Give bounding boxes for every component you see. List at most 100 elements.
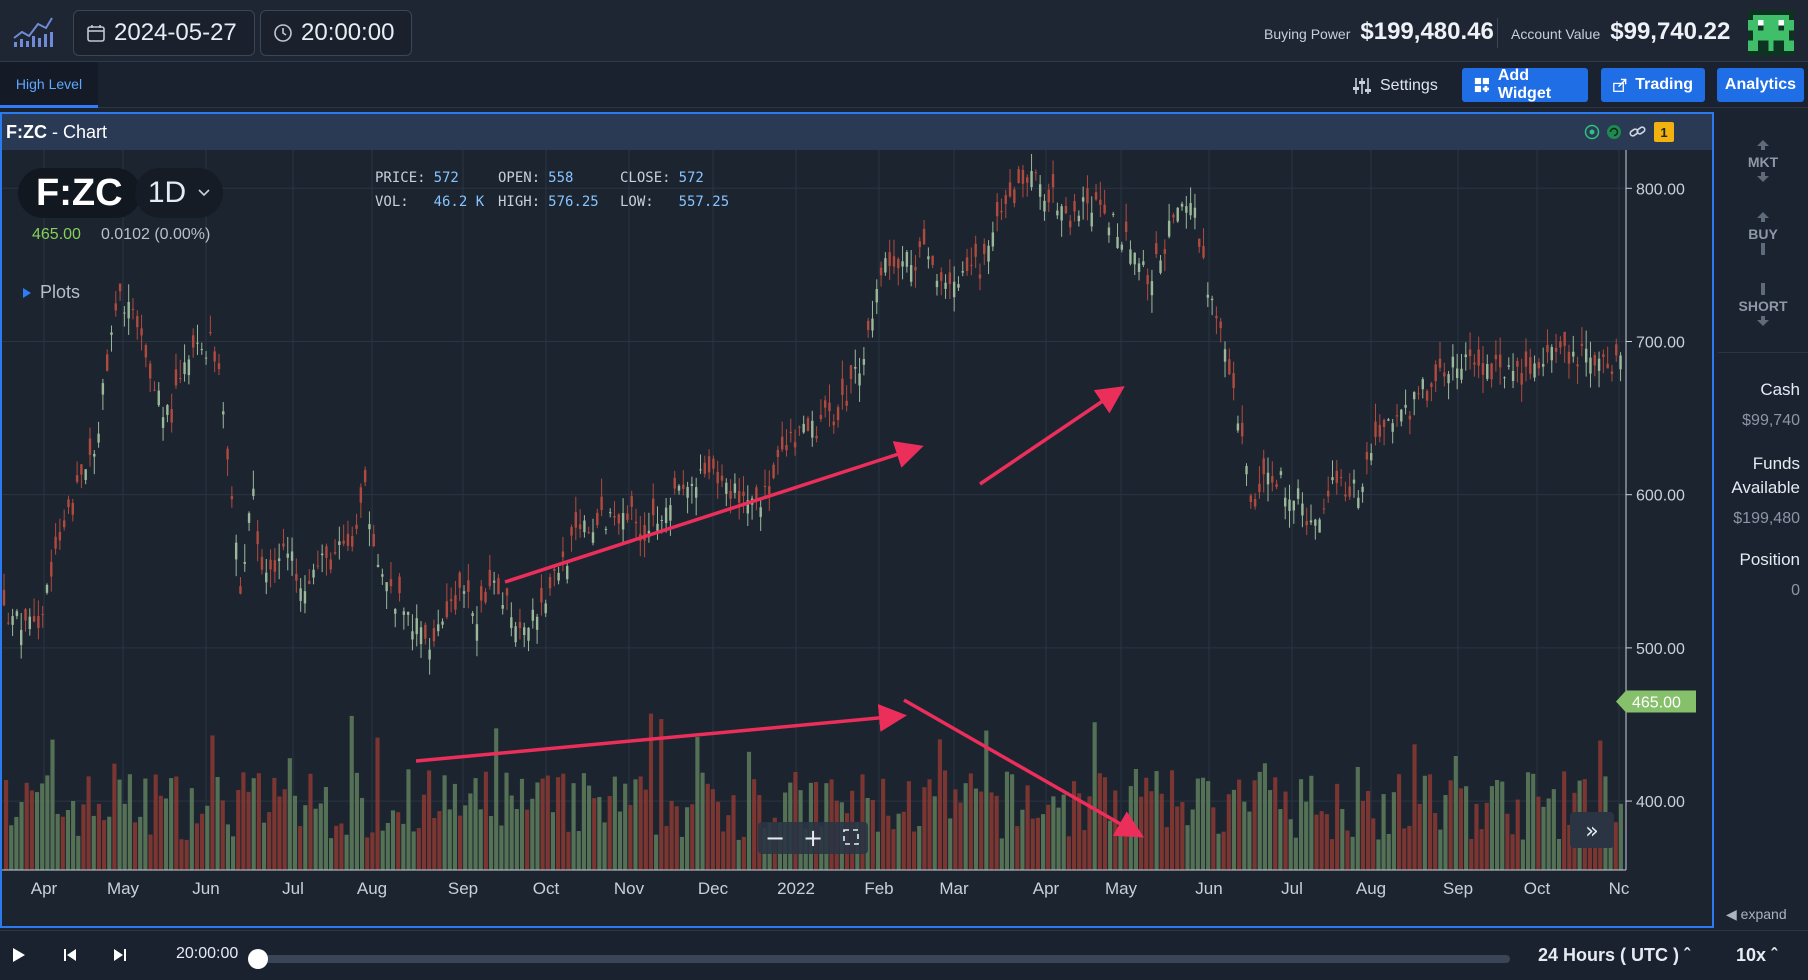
volume-bar	[55, 813, 60, 870]
candle-body	[471, 613, 474, 617]
alert-count-badge[interactable]: 1	[1654, 122, 1674, 142]
volume-bar	[447, 809, 452, 870]
chevron-down-icon	[198, 189, 210, 197]
open-label: OPEN:	[498, 170, 541, 186]
candle-body	[742, 491, 745, 497]
short-button[interactable]: SHORT	[1718, 282, 1808, 330]
volume-bar	[540, 778, 545, 870]
buy-button[interactable]: BUY	[1718, 210, 1808, 258]
volume-bar	[96, 803, 101, 870]
candle-body	[437, 624, 440, 632]
volume-bar	[411, 831, 416, 870]
candle-body	[131, 309, 135, 311]
candle-body	[759, 507, 762, 517]
speed-selector[interactable]: 10x ˆ	[1736, 945, 1777, 966]
volume-bar	[375, 737, 380, 870]
plots-label: Plots	[40, 282, 81, 302]
sync-icon[interactable]	[1606, 124, 1622, 140]
candle-body	[1232, 373, 1235, 388]
date-picker[interactable]: 2024-05-27	[73, 10, 255, 56]
candle-body	[1288, 499, 1291, 512]
candle-body	[1103, 204, 1106, 214]
candle-body	[290, 551, 294, 561]
arrow-down-icon	[1757, 172, 1769, 182]
candle-body	[1292, 500, 1296, 511]
volume-bar	[1412, 744, 1417, 870]
candle-body	[1004, 195, 1007, 205]
timezone-selector[interactable]: 24 Hours ( UTC ) ˆ	[1538, 945, 1690, 966]
candle-body	[217, 363, 221, 370]
candle-body	[1524, 351, 1528, 367]
volume-bar	[628, 804, 633, 870]
candle-body	[449, 599, 453, 602]
settings-button[interactable]: Settings	[1352, 72, 1438, 100]
volume-bar	[973, 788, 979, 870]
volume-bar	[401, 823, 406, 870]
volume-bar	[1309, 775, 1314, 870]
candle-body	[1163, 249, 1167, 254]
volume-bar	[246, 791, 251, 870]
volume-bar	[1355, 766, 1360, 870]
candle-body	[531, 609, 535, 621]
volume-bar	[1391, 792, 1396, 870]
volume-bar	[1453, 755, 1458, 870]
bar-icon	[1761, 283, 1765, 295]
step-forward-icon[interactable]	[108, 943, 132, 967]
candle-body	[1176, 207, 1179, 222]
candle-body	[776, 449, 780, 457]
analytics-button[interactable]: Analytics	[1717, 68, 1804, 102]
add-widget-button[interactable]: Add Widget	[1462, 67, 1588, 102]
zoom-in-icon[interactable]: +	[803, 824, 823, 852]
skip-back-icon[interactable]	[58, 943, 82, 967]
candle-body	[97, 433, 100, 443]
avatar[interactable]	[1748, 10, 1794, 56]
interval-selector[interactable]: 1D	[135, 168, 223, 218]
tab-high-level[interactable]: High Level	[0, 62, 98, 108]
expand-button[interactable]: ◀ expand	[1726, 906, 1787, 923]
zoom-out-icon[interactable]: −	[765, 824, 785, 852]
time-picker[interactable]: 20:00:00	[260, 10, 412, 56]
volume-bar	[91, 815, 96, 870]
volume-bar	[550, 812, 556, 870]
play-icon[interactable]	[6, 943, 30, 967]
market-order-button[interactable]: MKT	[1718, 138, 1808, 186]
volume-bar	[535, 782, 540, 870]
volume-bar	[927, 779, 932, 870]
volume-bar	[989, 792, 994, 870]
candle-body	[1193, 207, 1197, 218]
x-tick-label: Jun	[1195, 879, 1222, 898]
candle-body	[7, 622, 10, 624]
fit-screen-icon[interactable]	[843, 829, 859, 845]
candle-body	[836, 407, 840, 421]
candle-body	[1155, 243, 1158, 255]
volume-bar	[1567, 824, 1572, 870]
candle-body	[1438, 358, 1442, 368]
candle-body	[1202, 246, 1205, 258]
vol-value: 46.2 K	[433, 194, 485, 210]
scroll-to-latest-button[interactable]	[1570, 812, 1614, 848]
vol-label: VOL:	[375, 194, 409, 210]
candle-body	[1352, 479, 1356, 484]
symbol-badge[interactable]: F:ZC	[18, 168, 141, 218]
volume-bar	[721, 831, 726, 870]
candle-body	[802, 423, 805, 433]
trading-button[interactable]: Trading	[1601, 68, 1705, 102]
volume-bar	[602, 822, 607, 870]
volume-bar	[1422, 775, 1427, 870]
plots-toggle[interactable]: Plots	[22, 282, 80, 303]
volume-bar	[726, 815, 731, 870]
candle-body	[1408, 415, 1412, 420]
volume-bar	[1149, 791, 1154, 870]
candle-body	[1137, 263, 1141, 273]
candle-body	[922, 228, 926, 245]
candle-body	[1365, 451, 1369, 460]
x-tick-label: May	[107, 879, 140, 898]
live-status-icon[interactable]	[1584, 124, 1600, 140]
x-tick-label: Apr	[1033, 879, 1060, 898]
timeline-handle[interactable]	[248, 949, 268, 969]
link-icon[interactable]	[1628, 124, 1648, 140]
candle-body	[273, 560, 277, 572]
price-chart[interactable]: 800.00 700.00 600.00 500.00 400.00 465.00 Apr M…	[2, 150, 1712, 928]
timeline-track[interactable]	[252, 955, 1510, 963]
app-logo-icon[interactable]	[12, 14, 54, 48]
